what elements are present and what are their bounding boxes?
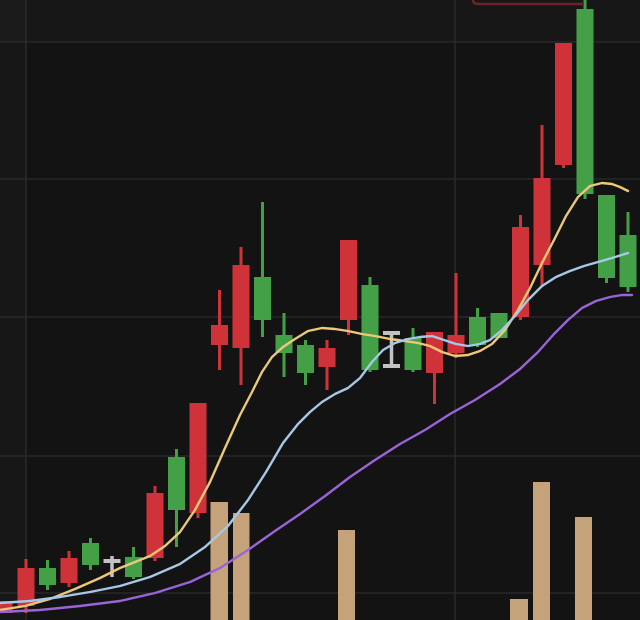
doji-cap bbox=[383, 331, 400, 335]
candle-down bbox=[318, 348, 336, 367]
ma-mid-blue bbox=[0, 251, 630, 605]
candle-up bbox=[361, 285, 379, 370]
volume-bar bbox=[210, 502, 228, 620]
candle-up bbox=[82, 543, 99, 565]
candle-down bbox=[60, 558, 78, 583]
candle-up bbox=[404, 338, 422, 370]
candle-up bbox=[469, 317, 486, 345]
candle-up bbox=[168, 457, 185, 510]
candle-down bbox=[533, 178, 551, 265]
doji-cap bbox=[103, 559, 121, 563]
candle-down bbox=[146, 493, 164, 558]
candle-up bbox=[297, 345, 314, 373]
candle-down bbox=[512, 227, 529, 317]
ma-slow-purple bbox=[0, 293, 634, 614]
doji-cap bbox=[383, 364, 400, 368]
price-line-layer bbox=[471, 0, 584, 6]
volume-bar bbox=[510, 599, 528, 620]
moving-average-layer bbox=[0, 181, 634, 614]
volume-bar bbox=[575, 517, 592, 620]
candle-up bbox=[619, 235, 637, 287]
left-edge-tint bbox=[0, 0, 26, 620]
ma-fast-yellow bbox=[0, 181, 630, 612]
candle-down bbox=[232, 265, 250, 348]
volume-bar bbox=[533, 482, 550, 620]
candle-down bbox=[189, 403, 207, 513]
candle-down bbox=[426, 332, 443, 373]
candle-up bbox=[39, 568, 56, 585]
volume-bar bbox=[233, 513, 250, 620]
candle-down bbox=[555, 43, 572, 165]
candle-down bbox=[17, 568, 35, 606]
volume-layer bbox=[210, 482, 592, 620]
candle-down bbox=[211, 325, 228, 345]
candle-up bbox=[576, 9, 594, 194]
candle-down bbox=[340, 240, 357, 320]
top-edge-tint bbox=[0, 0, 640, 42]
volume-bar bbox=[338, 530, 355, 620]
candle-up bbox=[598, 195, 615, 278]
price-line bbox=[471, 0, 584, 6]
candle-up bbox=[254, 277, 271, 320]
